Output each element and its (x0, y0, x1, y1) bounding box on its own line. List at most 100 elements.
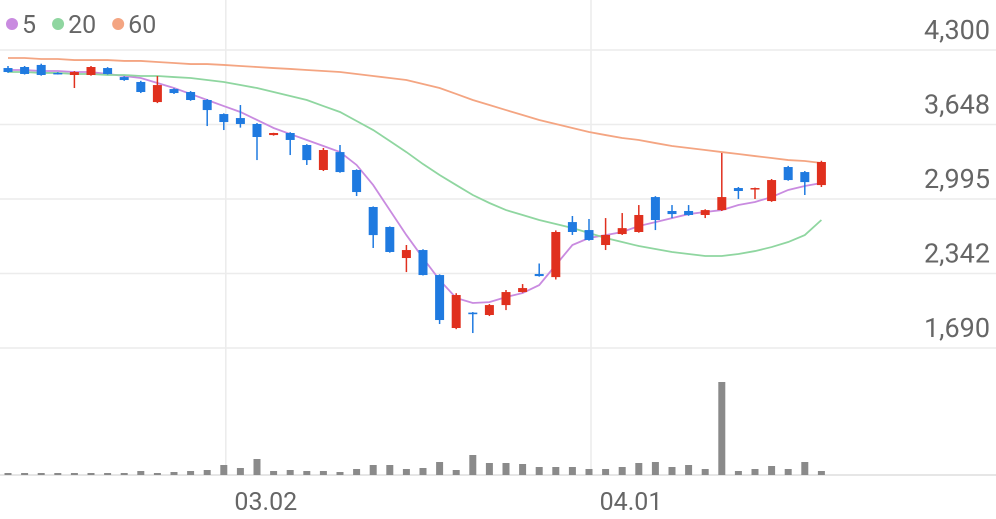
candle-body (385, 226, 395, 252)
candle-body (667, 210, 677, 215)
candle-body (335, 152, 345, 173)
x-tick-label: 04.01 (600, 488, 663, 517)
volume-bar (502, 463, 510, 475)
candle-body (3, 68, 13, 73)
candle-body (352, 169, 362, 193)
y-tick-label: 2,995 (924, 163, 990, 195)
volume-bar (436, 462, 444, 475)
candle-body (252, 123, 262, 138)
candle-body (20, 67, 30, 74)
candle-body (601, 234, 611, 246)
candle-body (650, 197, 660, 221)
legend-label: 20 (68, 11, 96, 40)
candle-body (302, 144, 312, 161)
volume-bar (386, 465, 394, 475)
candle-body (69, 72, 79, 76)
volume-bar (452, 470, 460, 475)
volume-bar (419, 468, 427, 475)
volume-bar (602, 469, 610, 475)
volume-bar (734, 471, 742, 475)
candle-body (53, 72, 63, 75)
candle-body (269, 133, 279, 136)
volume-bar (701, 469, 709, 475)
y-tick-label: 4,300 (924, 14, 990, 46)
volume-bar (718, 382, 726, 475)
candle-body (451, 295, 461, 329)
volume-bar (618, 467, 626, 475)
candle-body (717, 197, 727, 211)
legend-marker (52, 18, 65, 30)
volume-bar (817, 471, 825, 475)
volume-bar (4, 473, 12, 475)
ma-line (8, 57, 822, 164)
volume-bar (353, 469, 361, 475)
candle-body (418, 250, 428, 276)
volume-bar (220, 465, 228, 475)
volume-bar (54, 473, 62, 475)
candle-body (783, 167, 793, 181)
candle-body (567, 222, 577, 232)
volume-bar (552, 467, 560, 475)
volume-bar (635, 463, 643, 475)
volume-bar (801, 462, 809, 475)
candle-body (767, 180, 777, 202)
volume-bar (469, 455, 477, 475)
y-tick-label: 3,648 (924, 88, 990, 120)
candle-body (684, 210, 694, 215)
volume-bar (137, 471, 145, 475)
x-tick-label: 03.02 (234, 488, 297, 517)
candle-body (484, 305, 494, 316)
candle-body (169, 89, 179, 94)
volume-bar (784, 469, 792, 475)
volume-bar (203, 470, 211, 475)
volume-bar (170, 472, 178, 475)
volume-bar (369, 465, 377, 475)
candle-body (285, 133, 295, 140)
volume-bar (685, 465, 693, 475)
candle-body (501, 292, 511, 306)
legend-label: 5 (22, 11, 36, 40)
candle-body (202, 100, 212, 111)
volume-bar (651, 462, 659, 475)
candle-body (103, 68, 113, 74)
candle-body (152, 85, 162, 103)
legend-label: 60 (128, 11, 156, 40)
volume-bar (286, 470, 294, 475)
candle-body (584, 230, 594, 240)
candle-body (700, 210, 710, 215)
candle-body (800, 172, 810, 183)
volume-bar (120, 473, 128, 475)
y-tick-label: 1,690 (924, 312, 990, 344)
candle-body (401, 250, 411, 259)
candle-body (235, 118, 245, 124)
volume-bar (585, 469, 593, 475)
candle-body (750, 188, 760, 190)
candle-body (186, 92, 196, 101)
ma-line (8, 71, 823, 257)
volume-bar (236, 468, 244, 475)
candle-body (634, 214, 644, 232)
volume-bar (253, 459, 261, 475)
volume-bar (751, 469, 759, 475)
volume-bar (87, 473, 95, 475)
candle-body (816, 162, 826, 186)
candle-body (86, 67, 96, 76)
volume-bar (485, 463, 493, 475)
volume-bar (303, 471, 311, 475)
candle-body (219, 114, 229, 123)
volume-bar (21, 473, 29, 475)
candle-body (36, 64, 46, 76)
candle-body (468, 312, 478, 315)
candle-body (435, 275, 445, 321)
y-tick-label: 2,342 (924, 238, 990, 270)
volume-bar (568, 467, 576, 475)
volume-bar (270, 471, 278, 475)
volume-bar (319, 471, 327, 475)
legend-marker (6, 18, 18, 30)
volume-bar (104, 473, 112, 475)
candle-body (617, 228, 627, 235)
candle-body (534, 274, 544, 277)
volume-bar (768, 466, 776, 475)
candle-body (136, 81, 146, 93)
